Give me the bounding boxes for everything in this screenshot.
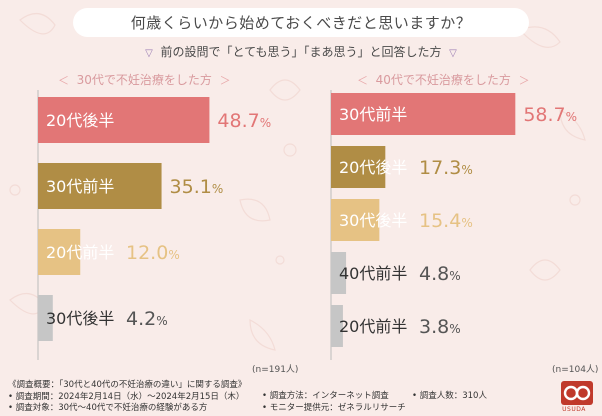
right-sample-size: (n=104人) (552, 365, 599, 375)
bar-value-label: 12.0% (126, 242, 180, 264)
left-sample-size: (n=191人) (252, 365, 299, 375)
bar-20代前半 (331, 305, 343, 347)
left-bracket-icon: ＜ (357, 74, 368, 87)
survey-count: • 調査人数：310人 (412, 391, 487, 401)
bar-category-label: 30代前半 (46, 177, 114, 196)
bar-value-label: 15.4% (419, 210, 473, 232)
bar-category-label: 40代前半 (339, 264, 407, 283)
footer-col-1: 《調査概要：「30代と40代の不妊治療の違い」に関する調査》 • 調査期間：20… (8, 380, 246, 415)
bar-category-label: 30代後半 (339, 211, 407, 230)
logo-text: USUDA (562, 406, 586, 413)
bar-category-label: 30代後半 (46, 309, 114, 328)
bar-value-label: 17.3% (419, 157, 473, 179)
subtitle: ▽ 前の設問で「とても思う」「まあ思う」と回答した方 ▽ (0, 43, 602, 60)
bar-category-label: 20代前半 (339, 317, 407, 336)
bar-category-label: 20代後半 (339, 158, 407, 177)
footer-col-2: • 調査方法：インターネット調査 • モニター提供元：ゼネラルリサーチ (262, 391, 406, 414)
subtitle-text: 前の設問で「とても思う」「まあ思う」と回答した方 (160, 45, 442, 59)
bar-value-label: 58.7% (523, 104, 577, 126)
survey-footer: 《調査概要：「30代と40代の不妊治療の違い」に関する調査》 • 調査期間：20… (0, 378, 602, 416)
bar-30代後半 (331, 199, 380, 241)
bar-20代前半 (38, 229, 81, 275)
bar-value-label: 3.8% (419, 316, 461, 338)
left-chart-title: 30代で不妊治療をした方 (76, 73, 212, 87)
bar-20代後半 (38, 97, 210, 143)
survey-target: • 調査対象：30代～40代で不妊治療の経験がある方 (8, 403, 208, 413)
bar-value-label: 35.1% (170, 176, 224, 198)
bar-value-label: 4.8% (419, 263, 461, 285)
right-panel-heading: ＜ 40代で不妊治療をした方 ＞ (357, 71, 530, 88)
down-triangle-right-icon: ▽ (449, 48, 457, 59)
bar-value-label: 48.7% (217, 110, 271, 132)
usuda-logo-icon (561, 381, 593, 405)
right-bracket-icon: ＞ (518, 74, 530, 87)
bar-category-label: 30代前半 (339, 105, 407, 124)
down-triangle-left-icon: ▽ (145, 48, 153, 59)
right-bar-group: 30代前半 58.7% 20代後半 17.3% 30代後半 15.4% 40代前半 4.8% 2… (331, 93, 577, 347)
left-panel-heading: ＜ 30代で不妊治療をした方 ＞ (58, 71, 231, 88)
bar-30代後半 (38, 295, 53, 341)
bar-30代前半 (38, 163, 162, 209)
survey-method: • 調査方法：インターネット調査 (262, 391, 389, 401)
bar-30代前半 (331, 93, 516, 135)
right-chart-title: 40代で不妊治療をした方 (375, 73, 511, 87)
bar-category-label: 20代後半 (46, 111, 114, 130)
bar-40代前半 (331, 252, 347, 294)
right-bracket-icon: ＞ (219, 74, 231, 87)
monitor-provider: • モニター提供元：ゼネラルリサーチ (262, 402, 406, 413)
left-bracket-icon: ＜ (58, 74, 69, 87)
bar-value-label: 4.2% (126, 308, 168, 330)
footer-col-3: • 調査人数：310人 (412, 391, 487, 403)
survey-period: • 調査期間：2024年2月14日（水）～2024年2月15日（木） (8, 391, 245, 402)
bar-20代後半 (331, 146, 386, 188)
bar-category-label: 20代前半 (46, 243, 114, 262)
page-title: 何歳くらいから始めておくべきだと思いますか？ (73, 8, 529, 37)
left-bar-group: 20代後半 48.7% 30代前半 35.1% 20代前半 12.0% 30代後半 4.2% (38, 97, 271, 341)
survey-overview: 《調査概要：「30代と40代の不妊治療の違い」に関する調査》 (8, 380, 247, 390)
